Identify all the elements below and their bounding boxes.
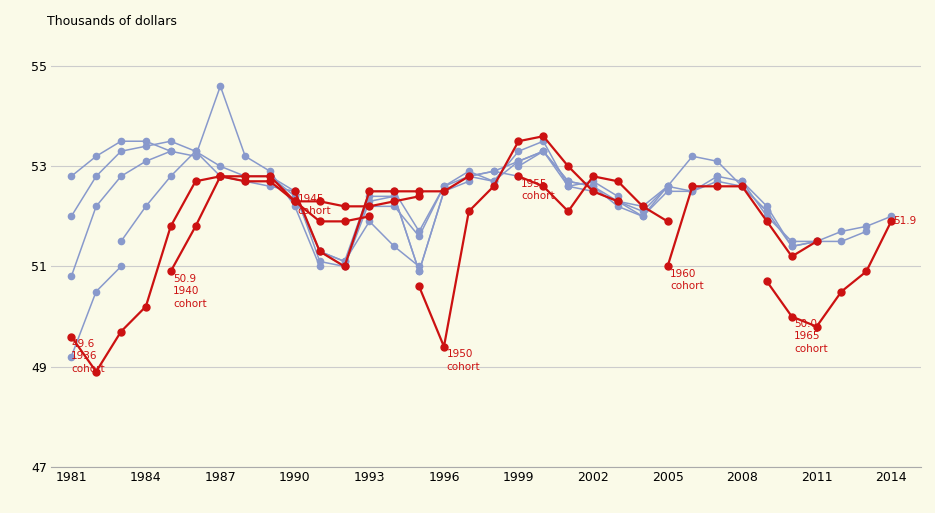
Text: 1955
cohort: 1955 cohort: [521, 179, 554, 201]
Text: 1950
cohort: 1950 cohort: [446, 349, 480, 371]
Text: 1960
cohort: 1960 cohort: [670, 269, 704, 291]
Text: 1945
cohort: 1945 cohort: [297, 194, 331, 216]
Text: Thousands of dollars: Thousands of dollars: [47, 15, 177, 28]
Text: 50.9
1940
cohort: 50.9 1940 cohort: [173, 274, 207, 309]
Text: 49.6
1936
cohort: 49.6 1936 cohort: [71, 339, 105, 374]
Text: 50.0
1965
cohort: 50.0 1965 cohort: [794, 319, 827, 354]
Text: 51.9: 51.9: [894, 216, 917, 226]
